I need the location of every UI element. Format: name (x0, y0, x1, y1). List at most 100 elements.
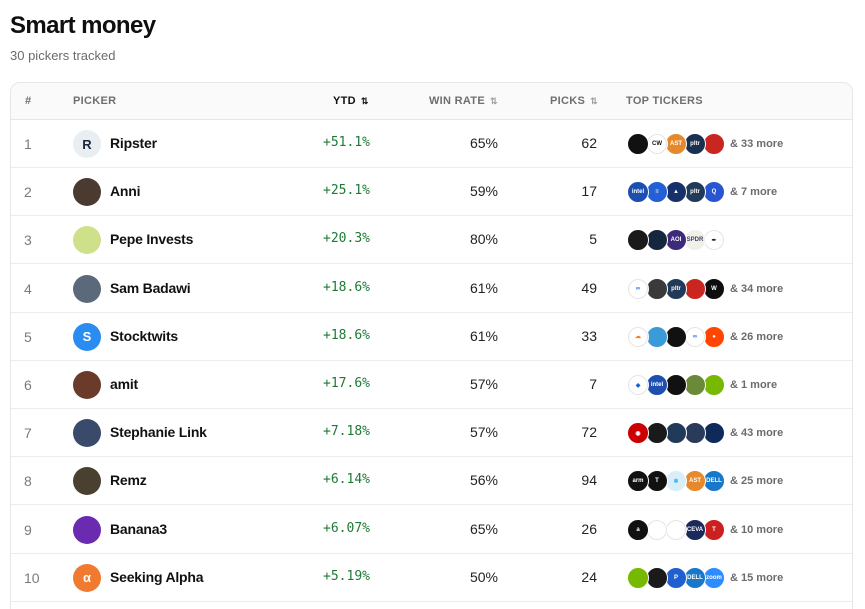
meta-logo-icon[interactable]: ∞ (684, 325, 706, 348)
aoi-logo-icon[interactable]: AOI (665, 229, 687, 252)
pltr-logo-icon[interactable]: pltr (665, 277, 687, 300)
ticker-logo-icon[interactable] (627, 229, 649, 252)
chip-logo-icon[interactable] (684, 422, 706, 445)
mp-logo-icon[interactable] (646, 422, 668, 445)
q-logo-icon[interactable]: Q (703, 181, 725, 204)
pltr-logo-icon[interactable]: pltr (684, 181, 706, 204)
cloudflare-logo-icon[interactable]: ☁ (627, 325, 649, 348)
more-tickers-link[interactable]: & 10 more (730, 523, 784, 536)
tesla-black-logo-icon[interactable]: T (646, 470, 668, 493)
remz-avatar-icon[interactable] (73, 467, 101, 496)
tesla-logo-icon[interactable]: T (703, 518, 725, 541)
win-rate: 80% (469, 231, 498, 248)
stocktwits-logo-icon[interactable]: S (73, 322, 101, 351)
sort-icon[interactable]: ⇅ (489, 96, 498, 106)
diamond-logo-icon[interactable]: ◆ (627, 374, 649, 396)
dell-logo-icon[interactable]: DELL (703, 470, 725, 493)
table-row[interactable]: 2 Anni +25.1% 59% 17 intel ≡ ▲ pltr Q & 7 more (11, 168, 852, 217)
target-logo-icon[interactable]: ◉ (627, 422, 649, 445)
reddit-logo-icon[interactable]: ● (703, 325, 725, 348)
leaf-logo-icon[interactable] (684, 374, 706, 396)
intel-logo-icon[interactable]: intel (627, 181, 649, 204)
table-row[interactable]: 9 Banana3 +6.07% 65% 26 a CEVA T & 10 more (11, 506, 852, 554)
swoosh-logo-icon[interactable] (646, 518, 668, 541)
p-logo-icon[interactable]: P (665, 566, 687, 589)
picker-name[interactable]: Stocktwits (110, 327, 179, 344)
more-tickers-link[interactable]: & 1 more (730, 379, 778, 391)
more-tickers-link[interactable]: & 34 more (730, 282, 784, 295)
more-tickers-link[interactable]: & 26 more (730, 330, 784, 343)
robinhood-logo-icon[interactable] (684, 277, 706, 300)
spdr-logo-icon[interactable]: SPDR (684, 229, 706, 252)
lines-logo-icon[interactable]: ≡ (646, 181, 668, 204)
table-row[interactable]: 5 S Stocktwits +18.6% 61% 33 ☁ ∞ ● & 26 more (11, 313, 852, 361)
delta-logo-icon[interactable] (703, 422, 725, 445)
amazon-logo-icon[interactable]: a (627, 518, 649, 541)
table-row[interactable]: 6 amit +17.6% 57% 7 ◆ intel & 1 more (11, 361, 852, 409)
banana-avatar-icon[interactable] (73, 515, 101, 544)
win-rate: 57% (469, 424, 498, 441)
stephanie-avatar-icon[interactable] (73, 419, 101, 448)
box-logo-icon[interactable] (646, 325, 668, 348)
coreweave-logo-icon[interactable]: CW (646, 133, 668, 155)
mountain-logo-icon[interactable]: ▲ (665, 181, 687, 204)
pepe-avatar-icon[interactable] (73, 226, 101, 255)
table-row[interactable]: 10 α Seeking Alpha +5.19% 50% 24 P DELL zoom & 15… (11, 554, 852, 602)
more-tickers-link[interactable]: & 33 more (730, 138, 784, 150)
meta-logo-icon[interactable]: ∞ (627, 277, 649, 300)
more-tickers-link[interactable]: & 43 more (730, 427, 784, 440)
intel-logo-icon[interactable]: intel (646, 374, 668, 396)
more-tickers-link[interactable]: & 15 more (730, 571, 784, 584)
table-row[interactable]: 3 Pepe Invests +20.3% 80% 5 AOI SPDR ✒ (11, 216, 852, 265)
nvidia-logo-icon[interactable] (627, 566, 649, 589)
picks-count: 5 (589, 231, 597, 248)
quill-logo-icon[interactable]: ✒ (703, 229, 725, 252)
picker-name[interactable]: Sam Badawi (110, 279, 191, 296)
ast-logo-icon[interactable]: AST (665, 133, 687, 155)
table-row[interactable]: 8 Remz +6.14% 56% 94 arm T ❄ AST DELL & 25 more (11, 457, 852, 506)
table-row[interactable]: 7 Stephanie Link +7.18% 57% 72 ◉ & 43 more (11, 409, 852, 458)
ticker-logo-icon[interactable] (646, 566, 668, 589)
nvidia-logo-icon[interactable] (703, 374, 725, 396)
sort-icon[interactable]: ⇅ (590, 96, 598, 106)
more-tickers-link[interactable]: & 7 more (730, 186, 778, 199)
table-row[interactable]: 1 R Ripster +51.1% 65% 62 CW AST pltr & 33 more (11, 120, 852, 168)
dell-logo-icon[interactable]: DELL (684, 566, 706, 589)
snowflake-logo-icon[interactable]: ❄ (665, 470, 687, 493)
ast-logo-icon[interactable]: AST (684, 470, 706, 493)
ticker-logo-icon[interactable] (627, 133, 649, 155)
column-header-picks[interactable]: PICKS ⇅ (550, 95, 598, 107)
picker-name[interactable]: Stephanie Link (110, 424, 207, 441)
picker-name[interactable]: amit (110, 376, 138, 392)
rank-number: 6 (24, 377, 32, 393)
anni-avatar-icon[interactable] (73, 178, 101, 207)
ripster-logo-icon[interactable]: R (73, 130, 101, 158)
picker-name[interactable]: Seeking Alpha (110, 568, 204, 585)
more-tickers-link[interactable]: & 25 more (730, 475, 784, 488)
sam-avatar-icon[interactable] (73, 274, 101, 303)
apple-logo-icon[interactable] (665, 325, 687, 348)
amit-avatar-icon[interactable] (73, 371, 101, 399)
w-logo-icon[interactable]: W (703, 277, 725, 300)
seeking-alpha-logo-icon[interactable]: α (73, 563, 101, 592)
marvell-logo-icon[interactable] (665, 518, 687, 541)
picker-name[interactable]: Ripster (110, 135, 157, 151)
amd-logo-icon[interactable] (665, 374, 687, 396)
zoom-logo-icon[interactable]: zoom (703, 566, 725, 589)
rank-number: 8 (24, 473, 32, 490)
column-header-ytd[interactable]: YTD ⇅ (333, 95, 369, 107)
smartdev-logo-icon[interactable] (646, 277, 668, 300)
arm-logo-icon[interactable]: arm (627, 470, 649, 493)
ceva-logo-icon[interactable]: CEVA (684, 518, 706, 541)
picker-name[interactable]: Pepe Invests (110, 231, 194, 248)
sort-icon[interactable]: ⇅ (360, 96, 369, 106)
picker-name[interactable]: Banana3 (110, 520, 167, 537)
blue-logo-icon[interactable] (665, 422, 687, 445)
robinhood-logo-icon[interactable] (703, 133, 725, 155)
palantir-logo-icon[interactable]: pltr (684, 133, 706, 155)
table-row[interactable]: 4 Sam Badawi +18.6% 61% 49 ∞ pltr W & 34 more (11, 265, 852, 313)
picker-name[interactable]: Anni (110, 183, 141, 200)
column-header-win-rate[interactable]: WIN RATE ⇅ (429, 95, 498, 107)
blade-logo-icon[interactable] (646, 229, 668, 252)
picker-name[interactable]: Remz (110, 472, 147, 489)
